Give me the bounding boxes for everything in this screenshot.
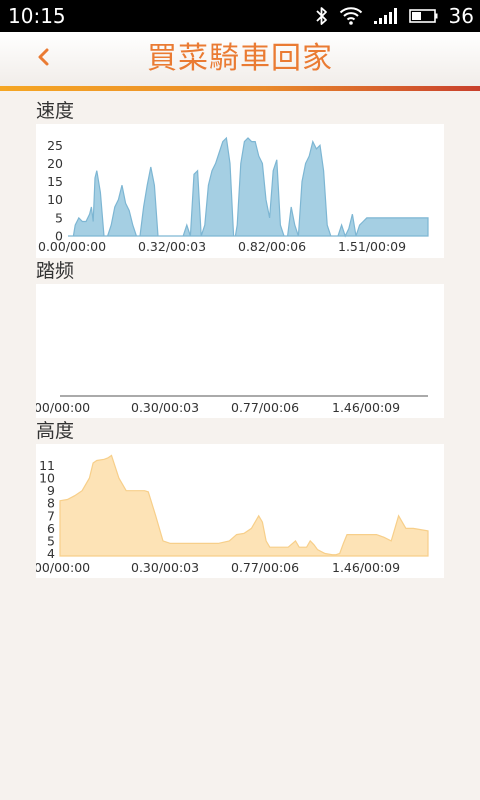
- back-button[interactable]: [28, 44, 58, 74]
- status-bar: 10:15: [0, 0, 480, 32]
- altitude-area-series: [59, 454, 429, 557]
- speed-y-tick-label: 10: [47, 192, 63, 207]
- altitude-y-tick-label: 10: [39, 471, 55, 486]
- speed-y-tick-label: 0: [55, 229, 63, 244]
- signal-icon: [373, 6, 399, 26]
- altitude-y-tick-label: 5: [47, 533, 55, 548]
- battery-icon: [408, 6, 439, 26]
- speed-y-tick-label: 5: [55, 210, 63, 225]
- cadence-chart-svg: .00/00:00 0.30/00:03 0.77/00:06 1.46/00:09: [36, 395, 428, 415]
- cadence-x-tick-label: .00/00:00: [36, 400, 90, 415]
- cadence-x-tick-label: 1.46/00:09: [332, 400, 400, 415]
- speed-y-tick-label: 25: [47, 138, 63, 153]
- app-header: [0, 32, 480, 86]
- cadence-chart: .00/00:00 0.30/00:03 0.77/00:06 1.46/00:09: [36, 284, 444, 418]
- altitude-chart: 4 5 6 7 8 9 10 11 .00/00:00 0.30/00:03 0.77/00:06 1…: [36, 444, 444, 578]
- altitude-label: 高度: [36, 420, 75, 442]
- altitude-y-tick-label: 11: [39, 458, 55, 473]
- altitude-y-tick-label: 9: [47, 483, 55, 498]
- speed-chart-svg: 0 5 10 15 20 25 0.00/00:00 0.32/00:03 0.82/00:06…: [38, 136, 429, 254]
- altitude-x-tick-label: 0.30/00:03: [131, 560, 199, 575]
- header-accent-bar: [0, 86, 480, 91]
- status-icons: 36: [315, 4, 474, 28]
- altitude-x-tick-label: 0.77/00:06: [231, 560, 299, 575]
- speed-x-tick-label: 1.51/00:09: [338, 239, 406, 254]
- speed-x-tick-label: 0.82/00:06: [238, 239, 306, 254]
- page-title: 買菜騎車回家: [147, 41, 333, 76]
- speed-x-tick-label: 0.32/00:03: [138, 239, 206, 254]
- speed-chart: 0 5 10 15 20 25 0.00/00:00 0.32/00:03 0.82/00:06…: [36, 124, 444, 258]
- altitude-y-tick-label: 7: [47, 508, 55, 523]
- speed-label: 速度: [36, 100, 75, 122]
- altitude-x-tick-label: 1.46/00:09: [332, 560, 400, 575]
- battery-level: 36: [448, 4, 474, 28]
- speed-y-tick-label: 15: [47, 174, 63, 189]
- altitude-x-tick-label: .00/00:00: [36, 560, 90, 575]
- cadence-x-tick-label: 0.30/00:03: [131, 400, 199, 415]
- altitude-y-tick-label: 8: [47, 496, 55, 511]
- chevron-left-icon: [35, 47, 51, 71]
- wifi-icon: [339, 6, 363, 26]
- speed-area-series: [68, 136, 429, 238]
- cadence-x-tick-label: 0.77/00:06: [231, 400, 299, 415]
- bluetooth-icon: [315, 6, 329, 26]
- altitude-y-tick-label: 4: [47, 546, 55, 561]
- altitude-y-tick-label: 6: [47, 521, 55, 536]
- speed-y-tick-label: 20: [47, 156, 63, 171]
- cadence-label: 踏频: [36, 260, 75, 282]
- speed-x-tick-label: 0.00/00:00: [38, 239, 106, 254]
- status-time: 10:15: [8, 4, 66, 28]
